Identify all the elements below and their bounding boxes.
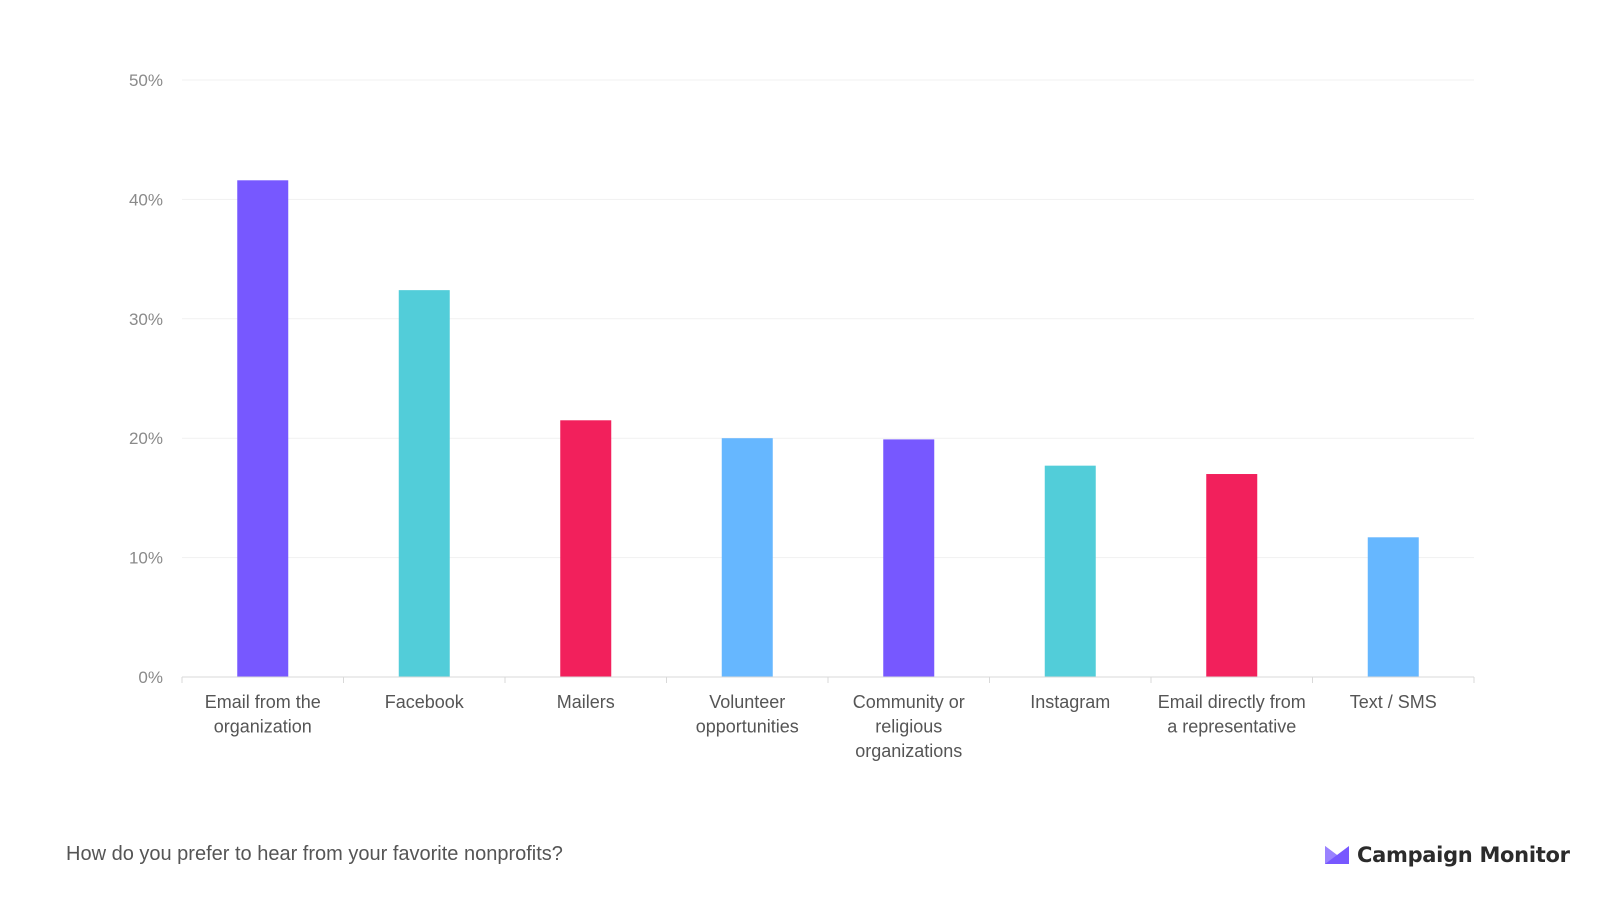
y-tick-label: 30% xyxy=(129,310,163,329)
gridlines xyxy=(182,79,1474,559)
bars xyxy=(237,180,1419,677)
x-tick-label-line: religious xyxy=(875,717,942,737)
x-tick-label-line: Email from the xyxy=(205,692,321,712)
bar xyxy=(721,438,773,677)
x-tick-label-line: Community or xyxy=(853,692,965,712)
x-tick-label-line: Email directly from xyxy=(1158,692,1306,712)
x-tick-label: Facebook xyxy=(385,692,465,712)
bar-chart: 0% 10% 20% 30% 40% 50% Email from the organiza… xyxy=(129,71,1475,761)
brand-logo: Campaign Monitor xyxy=(1325,839,1570,871)
x-tick-label-line: Text / SMS xyxy=(1350,692,1437,712)
x-axis-category-labels: Email from the organization Facebook Mailer… xyxy=(205,692,1437,761)
y-tick-label: 20% xyxy=(129,429,163,448)
bar xyxy=(398,290,450,677)
y-tick-label: 10% xyxy=(129,549,163,568)
x-tick-label-line: Mailers xyxy=(557,692,615,712)
bar xyxy=(237,180,289,677)
x-tick-label: Volunteer opportunities xyxy=(696,692,799,737)
x-tick-label: Mailers xyxy=(557,692,615,712)
x-tick-label: Email directly from a representative xyxy=(1158,692,1306,737)
x-tick-label-line: organization xyxy=(214,717,312,737)
y-axis-ticks: 0% 10% 20% 30% 40% 50% xyxy=(129,71,163,687)
bar xyxy=(1206,474,1258,677)
bar xyxy=(883,439,935,677)
x-axis xyxy=(181,676,1475,683)
y-tick-label: 0% xyxy=(138,668,163,687)
x-tick-label-line: organizations xyxy=(855,741,962,761)
x-tick-label: Email from the organization xyxy=(205,692,321,737)
chart-caption: How do you prefer to hear from your favo… xyxy=(66,843,563,865)
x-tick-label-line: Instagram xyxy=(1030,692,1110,712)
x-tick-label: Community or religious organizations xyxy=(853,692,965,761)
brand-name: Campaign Monitor xyxy=(1357,843,1570,867)
bar xyxy=(1367,537,1419,677)
x-tick-label: Text / SMS xyxy=(1350,692,1437,712)
x-tick-label-line: opportunities xyxy=(696,717,799,737)
x-tick-label: Instagram xyxy=(1030,692,1110,712)
x-tick-label-line: a representative xyxy=(1167,717,1296,737)
y-tick-label: 40% xyxy=(129,190,163,209)
bar xyxy=(560,420,612,677)
x-tick-label-line: Facebook xyxy=(385,692,465,712)
y-tick-label: 50% xyxy=(129,71,163,90)
bar xyxy=(1044,465,1096,677)
envelope-logo-icon xyxy=(1325,846,1349,864)
x-tick-label-line: Volunteer xyxy=(709,692,785,712)
